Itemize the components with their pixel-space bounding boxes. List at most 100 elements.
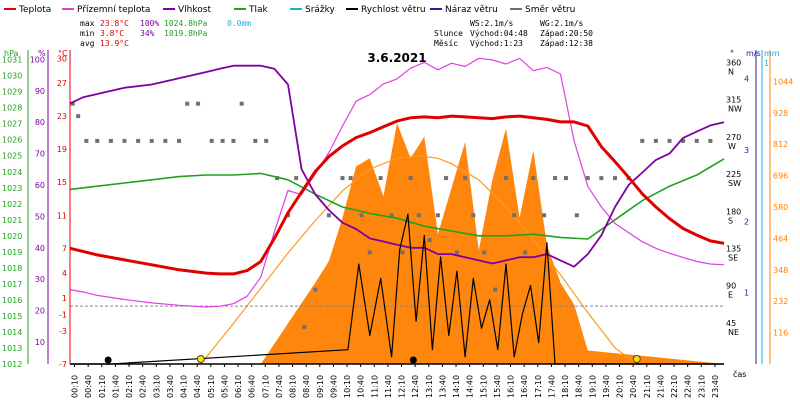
pct-tick-label: 10	[35, 338, 45, 347]
x-tick-label: 04:10	[180, 375, 189, 398]
legend-label: Vlhkost	[178, 5, 211, 15]
dir-tick-label: 270	[726, 133, 741, 142]
x-tick-label: 15:40	[493, 375, 502, 398]
series-sun-path	[200, 154, 638, 365]
wind-direction-point	[389, 213, 394, 218]
wind-direction-point	[512, 213, 517, 218]
pct-tick-label: 20	[35, 307, 45, 316]
stat-label: avg	[80, 39, 95, 48]
stat-ws: WS:2.1m/s	[470, 19, 514, 28]
ms-tick-label: 3	[744, 146, 749, 155]
c-axis-label: °C	[58, 49, 68, 58]
series-line-p-zemn-teplota	[69, 57, 725, 308]
hpa-tick-label: 1018	[2, 264, 22, 273]
hpa-tick-label: 1019	[2, 248, 22, 257]
solar-tick-label: 232	[773, 297, 788, 306]
wind-direction-point	[302, 324, 307, 329]
x-tick-label: 07:40	[275, 375, 284, 398]
wind-direction-point	[177, 138, 181, 143]
solar-tick-label: 116	[773, 329, 788, 338]
hpa-tick-label: 1028	[2, 104, 22, 113]
stat-sun: Slunce	[434, 29, 463, 38]
c-tick-label: -3	[59, 327, 67, 336]
solar-tick-label: 696	[773, 172, 788, 181]
wind-direction-point	[231, 138, 236, 143]
wind-direction-point	[427, 238, 432, 243]
x-tick-label: 03:40	[166, 375, 175, 398]
wind-direction-point	[367, 250, 372, 255]
c-tick-label: 15	[57, 178, 67, 187]
dir-tick-dir: NW	[728, 105, 742, 114]
chart-title: 3.6.2021	[367, 51, 426, 65]
hpa-tick-label: 1027	[2, 120, 22, 129]
wind-direction-point	[681, 138, 686, 143]
series-line-tlak	[69, 158, 725, 240]
x-tick-label: 04:40	[193, 375, 202, 398]
wind-direction-point	[444, 176, 449, 181]
pct-tick-label: 100	[30, 55, 45, 64]
x-tick-label: 18:10	[561, 375, 570, 398]
x-tick-label: 08:40	[302, 375, 311, 398]
legend-label: Teplota	[18, 5, 51, 15]
x-tick-label: 12:40	[411, 375, 420, 398]
pct-axis-label: %	[38, 49, 46, 58]
stat-label: max	[80, 19, 95, 28]
legend-label: Tlak	[248, 5, 269, 15]
stat-label: min	[80, 29, 95, 38]
x-tick-label: 07:10	[261, 375, 270, 398]
x-tick-label: 22:10	[670, 375, 679, 398]
wind-direction-point	[275, 176, 280, 181]
series-line-teplota	[69, 114, 725, 276]
x-tick-label: 00:40	[84, 375, 93, 398]
pct-tick-label: 70	[35, 150, 45, 159]
ms-tick-label: 1	[744, 289, 749, 298]
wind-direction-point	[70, 101, 75, 106]
mm-axis-label: mm	[764, 49, 780, 58]
solar-tick-label: 812	[773, 140, 788, 149]
wind-direction-point	[667, 138, 672, 143]
pct-tick-label: 50	[35, 212, 45, 221]
wind-direction-point	[416, 213, 421, 218]
legend-label: Směr větru	[525, 5, 575, 15]
wind-direction-point	[653, 138, 658, 143]
wind-direction-point	[708, 138, 713, 143]
x-tick-label: 06:40	[248, 375, 257, 398]
wind-direction-point	[95, 138, 100, 143]
sun-marker	[632, 355, 641, 363]
wind-direction-point	[408, 176, 413, 181]
stat-sun-rise: Východ:04:48	[470, 29, 528, 38]
x-tick-label: 11:40	[384, 375, 393, 398]
wind-direction-point	[523, 250, 528, 255]
c-tick-label: 23	[57, 112, 67, 121]
c-tick-label: 19	[57, 145, 67, 154]
wind-direction-point	[326, 213, 331, 218]
c-tick-label: 27	[57, 79, 67, 88]
wind-direction-point	[136, 138, 141, 143]
wind-direction-point	[574, 213, 579, 218]
c-tick-label: 7	[62, 244, 67, 253]
x-tick-label: 13:10	[425, 375, 434, 398]
wind-direction-point	[84, 138, 89, 143]
stat-max-press: 1024.8hPa	[164, 19, 208, 28]
stat-min-press: 1019.8hPa	[164, 29, 208, 38]
stat-min-temp: 3.8°C	[100, 29, 124, 38]
dir-tick-label: 45	[726, 319, 736, 328]
stat-wg: WG:2.1m/s	[540, 19, 584, 28]
series-line-vlhkost	[69, 64, 725, 268]
wind-direction-point	[553, 176, 558, 181]
dir-tick-dir: W	[728, 142, 736, 151]
stat-max-temp: 23.8°C	[100, 19, 129, 28]
wind-direction-point	[122, 138, 127, 143]
x-tick-label: 23:40	[711, 375, 720, 398]
wind-direction-point	[599, 176, 604, 181]
hpa-axis-label: hPa	[4, 49, 19, 58]
hpa-tick-label: 1012	[2, 360, 22, 369]
wind-direction-point	[253, 138, 258, 143]
x-tick-label: 13:40	[438, 375, 447, 398]
stat-moon: Měsíc	[434, 39, 458, 48]
x-tick-label: 06:10	[234, 375, 243, 398]
x-tick-label: 09:10	[316, 375, 325, 398]
wind-direction-point	[76, 114, 81, 119]
dir-tick-label: 360	[726, 59, 741, 68]
